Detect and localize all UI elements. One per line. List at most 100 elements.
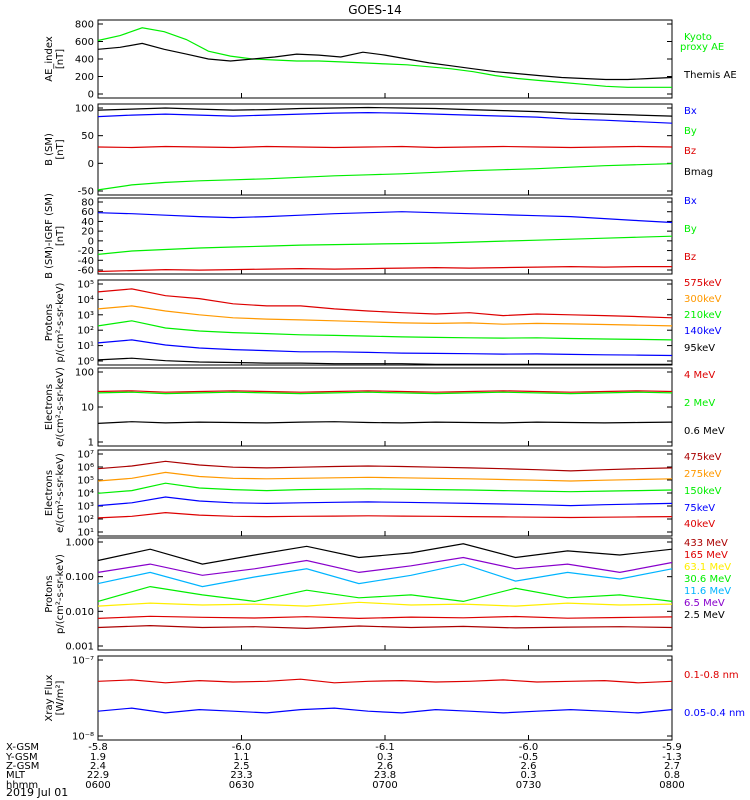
legend-label: 63.1 MeV — [684, 562, 731, 573]
series-line — [97, 357, 672, 365]
series-line — [97, 27, 672, 88]
legend-label: Bmag — [684, 167, 713, 178]
ephemeris-value: 0.8 — [664, 770, 680, 781]
ephemeris-value: -0.5 — [519, 752, 539, 763]
y-axis-label: B (SM)-IGRF (SM) — [44, 193, 55, 279]
series-line — [97, 543, 673, 565]
y-axis-label: p/(cm²-s-sr-keV) — [55, 282, 66, 362]
date-label: 2019 Jul 01 — [6, 786, 68, 799]
series-line — [97, 601, 673, 607]
ephemeris-value: -6.1 — [375, 742, 395, 753]
y-tick-label: 0.010 — [65, 607, 94, 618]
legend-label: 11.6 MeV — [684, 586, 731, 597]
legend-label: Themis AE — [683, 70, 737, 81]
legend-label: Bx — [684, 106, 697, 117]
ephemeris-value: 2.6 — [521, 761, 537, 772]
series-line — [97, 556, 673, 576]
series-line — [97, 482, 673, 494]
legend-label: 150keV — [684, 486, 722, 497]
y-tick-label: -60 — [78, 266, 94, 277]
legend-label: Kyoto — [684, 32, 712, 43]
ephemeris-value: -6.0 — [519, 742, 539, 753]
series-line — [97, 390, 673, 393]
legend-label: 433 MeV — [684, 538, 728, 549]
ephemeris-value: 22.9 — [87, 770, 109, 781]
ephemeris-value: 2.7 — [664, 761, 680, 772]
y-axis-label: [nT] — [55, 49, 66, 69]
series-line — [97, 235, 673, 255]
series-line — [97, 460, 673, 472]
ephemeris-value: 2.5 — [234, 761, 250, 772]
y-tick-label: 60 — [81, 207, 94, 218]
ephemeris-value: 23.3 — [230, 770, 252, 781]
ephemeris-value: 0700 — [372, 780, 397, 791]
y-axis-label: Protons — [44, 304, 55, 341]
y-tick-label: 10³ — [77, 310, 94, 321]
ephemeris-value: 0.3 — [377, 752, 393, 763]
y-tick-label: 0.001 — [65, 642, 94, 653]
y-axis-label: Electrons — [44, 470, 55, 516]
series-line — [97, 391, 673, 395]
legend-label: 140keV — [684, 326, 722, 337]
y-tick-label: -40 — [78, 256, 94, 267]
y-tick-label: 10⁻⁷ — [72, 656, 94, 667]
ephemeris-row-label: Y-GSM — [5, 752, 38, 763]
y-tick-label: 200 — [75, 72, 94, 83]
series-line — [97, 707, 673, 714]
legend-label: 2.5 MeV — [684, 610, 725, 621]
y-tick-label: 100 — [75, 368, 94, 379]
series-line — [97, 585, 673, 603]
panel-frame — [97, 197, 673, 275]
y-axis-label: B (SM) — [44, 133, 55, 166]
y-axis-label: Xray Flux — [44, 674, 55, 721]
legend-label: Bz — [684, 146, 696, 157]
legend-label: 575keV — [684, 278, 722, 289]
y-tick-label: 10⁶ — [77, 463, 94, 474]
y-tick-label: -20 — [78, 246, 94, 257]
y-axis-label: AE_index — [44, 36, 55, 82]
y-tick-label: 1 — [88, 438, 94, 449]
y-axis-label: [nT] — [55, 139, 66, 159]
y-tick-label: 10⁵ — [77, 476, 94, 487]
legend-label: By — [684, 126, 697, 137]
ephemeris-value: 0800 — [659, 780, 684, 791]
ephemeris-row-label: hhmm — [6, 780, 38, 791]
ephemeris-value: 0730 — [516, 780, 541, 791]
y-axis-label: [W/m²] — [55, 680, 66, 715]
series-line — [97, 339, 673, 357]
y-tick-label: 10⁴ — [77, 489, 94, 500]
legend-label: By — [684, 224, 697, 235]
ephemeris-value: 1.9 — [90, 752, 106, 763]
legend-label: 0.6 MeV — [684, 426, 725, 437]
ephemeris-value: 0630 — [229, 780, 254, 791]
legend-label: 210keV — [684, 310, 722, 321]
y-tick-label: 10² — [77, 515, 94, 526]
legend-label: 40keV — [684, 519, 715, 530]
legend-label: 30.6 MeV — [684, 574, 731, 585]
legend-label: 300keV — [684, 294, 722, 305]
series-line — [97, 111, 673, 124]
y-tick-label: 10⁴ — [77, 295, 94, 306]
legend-label: 2 MeV — [684, 398, 715, 409]
y-tick-label: 10³ — [77, 502, 94, 513]
ephemeris-value: 0600 — [85, 780, 110, 791]
y-tick-label: 10⁵ — [77, 280, 94, 291]
y-tick-label: 0 — [88, 90, 94, 101]
ephemeris-row-label: Z-GSM — [6, 761, 39, 772]
series-line — [97, 305, 673, 327]
panel-frame — [97, 19, 673, 99]
y-axis-label: Protons — [44, 575, 55, 612]
legend-label: 0.1-0.8 nm — [684, 670, 739, 681]
y-tick-label: 400 — [75, 55, 94, 66]
series-line — [97, 106, 673, 117]
y-axis-label: e/(cm²-s-sr-keV) — [55, 453, 66, 533]
ephemeris-row-label: X-GSM — [6, 742, 39, 753]
series-line — [97, 211, 673, 224]
ephemeris-value: -5.9 — [662, 742, 682, 753]
y-tick-label: 10² — [77, 326, 94, 337]
legend-label: 95keV — [684, 343, 715, 354]
y-tick-label: 10¹ — [77, 528, 94, 539]
y-tick-label: 50 — [81, 131, 94, 142]
series-line — [97, 471, 673, 482]
ephemeris-value: 2.6 — [377, 761, 393, 772]
